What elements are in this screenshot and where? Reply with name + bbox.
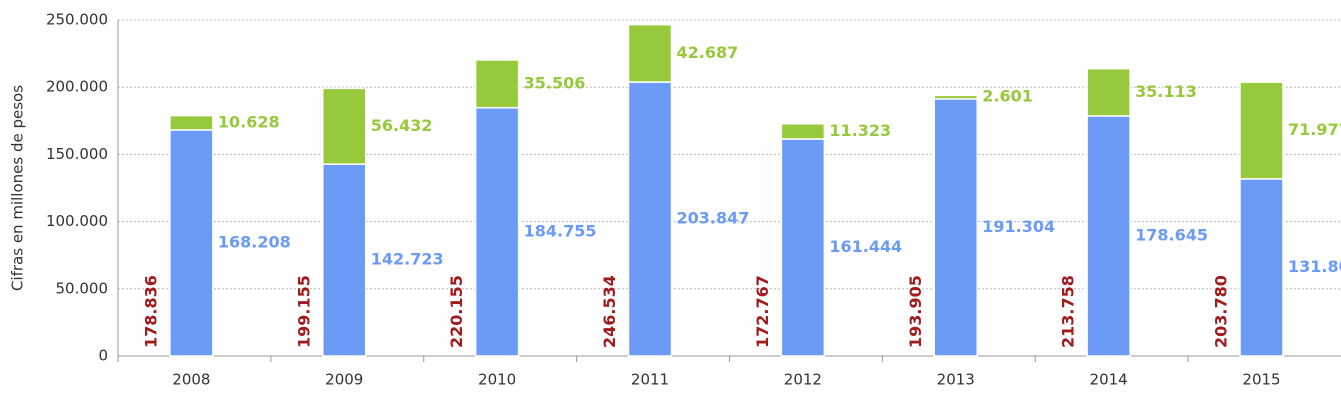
value-label: 203.847	[677, 209, 750, 228]
bar-segment	[1239, 178, 1284, 357]
y-tick-label: 50.000	[56, 279, 109, 297]
bar-segment	[780, 138, 826, 357]
x-tick-label: 2014	[1090, 371, 1128, 389]
value-label: 35.506	[524, 73, 586, 92]
bar-segment	[169, 114, 214, 131]
bar-segment	[627, 23, 673, 83]
value-label: 2.601	[982, 87, 1033, 106]
value-label: 131.803	[1288, 257, 1341, 276]
bar-segment	[322, 163, 367, 357]
value-label: 11.323	[829, 121, 891, 140]
bar-segment	[1086, 67, 1131, 117]
y-tick-label: 150.000	[46, 145, 108, 163]
y-tick-label: 200.000	[46, 78, 108, 96]
x-tick-label: 2009	[325, 371, 363, 389]
total-label: 220.155	[447, 275, 466, 348]
bar-segment	[1239, 81, 1284, 180]
bar-segment	[627, 81, 673, 357]
total-label: 213.758	[1059, 275, 1078, 348]
total-label: 172.767	[753, 275, 772, 348]
value-label: 142.723	[371, 250, 444, 269]
bar-segment	[474, 59, 520, 109]
value-label: 42.687	[677, 43, 739, 62]
total-label: 246.534	[600, 275, 619, 348]
total-label: 178.836	[141, 275, 160, 348]
x-tick-label: 2013	[937, 371, 975, 389]
x-tick-label: 2015	[1242, 371, 1280, 389]
bar-segment	[474, 106, 520, 357]
x-tick-label: 2012	[784, 371, 822, 389]
x-tick-label: 2008	[172, 371, 210, 389]
bar-segment	[1086, 115, 1131, 357]
value-label: 178.645	[1135, 225, 1208, 244]
bar-segment	[780, 123, 826, 140]
total-label: 193.905	[906, 275, 925, 348]
value-label: 184.755	[524, 221, 597, 240]
total-label: 203.780	[1212, 275, 1231, 348]
y-axis-label: Cifras en millones de pesos	[9, 85, 27, 291]
bar-segment	[322, 87, 367, 165]
bar-segment	[933, 94, 979, 100]
y-tick-label: 100.000	[46, 212, 108, 230]
x-tick-label: 2011	[631, 371, 669, 389]
value-label: 161.444	[829, 237, 902, 256]
value-label: 35.113	[1135, 82, 1197, 101]
value-label: 56.432	[371, 116, 433, 135]
y-tick-label: 250.000	[46, 11, 108, 29]
bar-segment	[933, 98, 979, 357]
bar-segment	[169, 129, 214, 357]
y-tick-label: 0	[98, 347, 108, 365]
value-label: 10.628	[218, 112, 280, 131]
total-label: 199.155	[294, 275, 313, 348]
value-label: 71.977	[1288, 120, 1341, 139]
value-label: 168.208	[218, 232, 291, 251]
x-tick-label: 2010	[478, 371, 516, 389]
value-label: 191.304	[982, 217, 1055, 236]
